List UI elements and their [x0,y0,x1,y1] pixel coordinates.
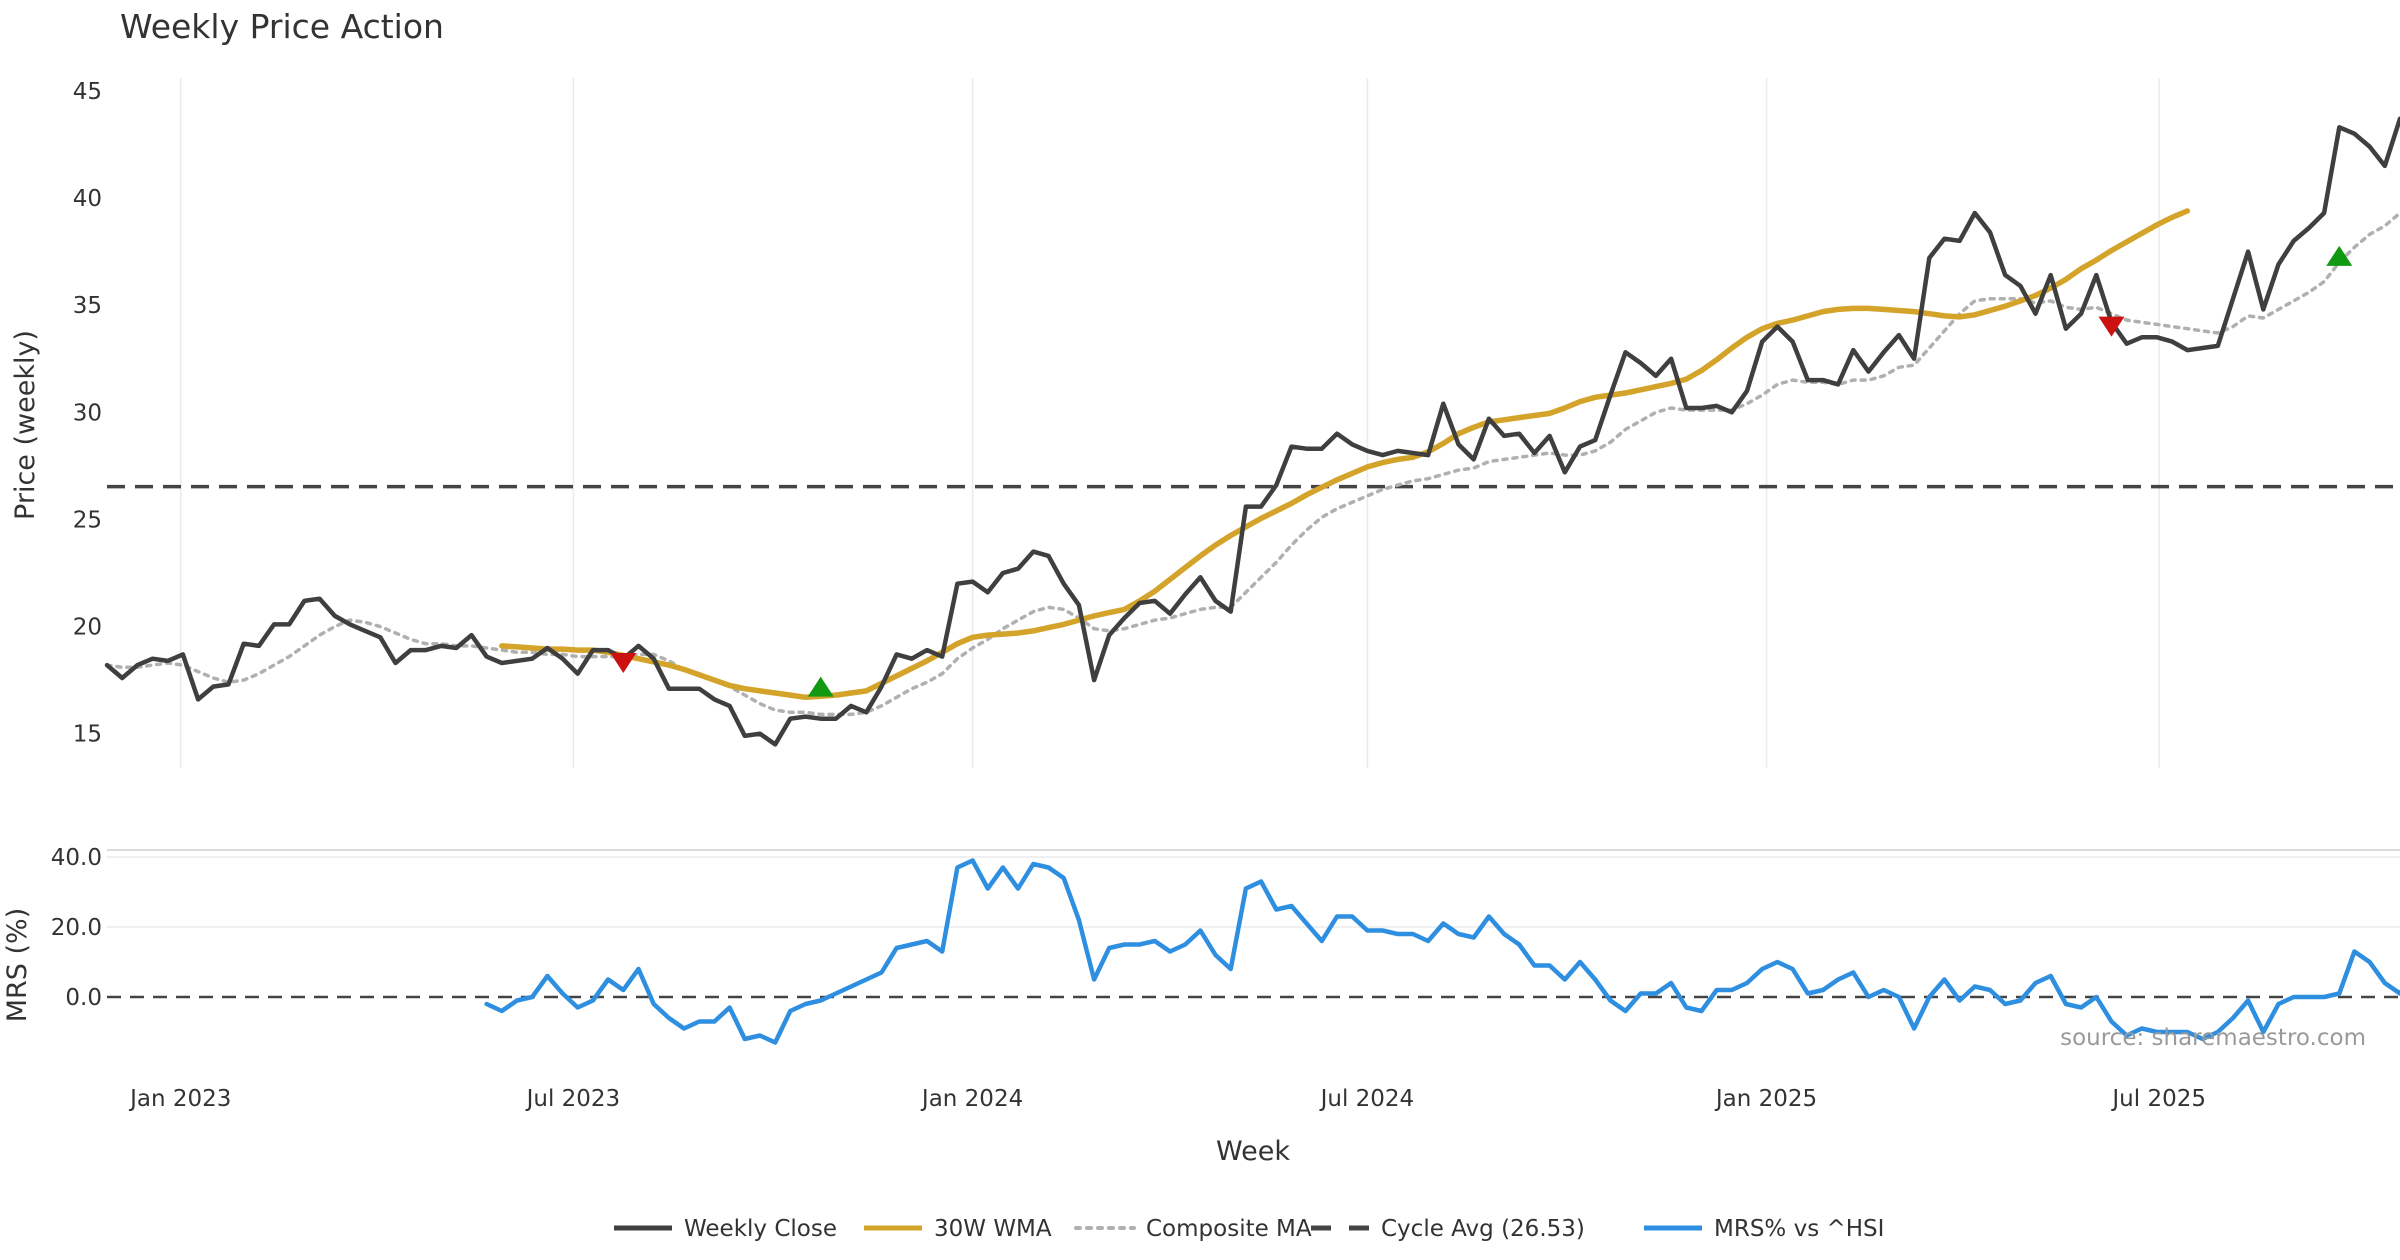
mrs-series [107,858,2400,1045]
series-weekly-close [104,116,2400,747]
x-tick-label-0: Jan 2023 [128,1086,231,1112]
legend: Weekly Close 30W WMA Composite MA Cycle Avg… [614,1216,1884,1242]
legend-label-0: Weekly Close [684,1216,837,1242]
x-axis-label: Week [1216,1136,1290,1167]
price-grid [180,78,2160,768]
price-series [104,116,2400,747]
price-y-ticks: 15 20 25 30 35 40 45 [73,79,102,748]
legend-label-2: Composite MA [1146,1216,1312,1242]
x-tick-label-4: Jan 2025 [1714,1086,1817,1112]
mrs-grid [107,849,2400,928]
x-tick-label-1: Jul 2023 [525,1086,621,1112]
sell-signal-marker-0 [610,653,637,673]
sell-signal-marker-2 [2098,316,2125,337]
chart-title: Weekly Price Action [120,7,444,46]
price-y-tick-label-4: 35 [73,293,102,319]
buy-signal-marker-3 [2326,245,2353,266]
legend-label-3: Cycle Avg (26.53) [1381,1216,1585,1242]
x-axis-ticks: Jan 2023 Jul 2023 Jan 2024 Jul 2024 Jan 2025… [128,1086,2206,1112]
mrs-y-axis-label: MRS (%) [2,908,33,1023]
source-note: source: sharemaestro.com [2060,1025,2366,1051]
signal-markers [610,245,2353,697]
mrs-y-tick-label-1: 20.0 [51,915,102,941]
series-composite-ma [105,211,2400,717]
mrs-y-ticks: 0.0 20.0 40.0 [51,845,102,1011]
price-y-tick-label-2: 25 [73,507,102,533]
series-30w-wma [499,208,2191,701]
price-y-tick-label-1: 20 [73,615,102,641]
price-y-tick-label-5: 40 [73,186,102,212]
buy-signal-marker-1 [807,676,834,697]
legend-label-1: 30W WMA [934,1216,1052,1242]
price-y-tick-label-0: 15 [73,722,102,748]
price-y-tick-label-3: 30 [73,400,102,426]
mrs-y-tick-label-0: 0.0 [65,985,102,1011]
series-mrs-vs-hsi [484,858,2400,1045]
x-tick-label-3: Jul 2024 [1319,1086,1415,1112]
legend-label-4: MRS% vs ^HSI [1714,1216,1884,1242]
x-tick-label-2: Jan 2024 [920,1086,1023,1112]
x-tick-label-5: Jul 2025 [2110,1086,2206,1112]
mrs-y-tick-label-2: 40.0 [51,845,102,871]
price-y-axis-label: Price (weekly) [10,330,41,520]
price-y-tick-label-6: 45 [73,79,102,105]
